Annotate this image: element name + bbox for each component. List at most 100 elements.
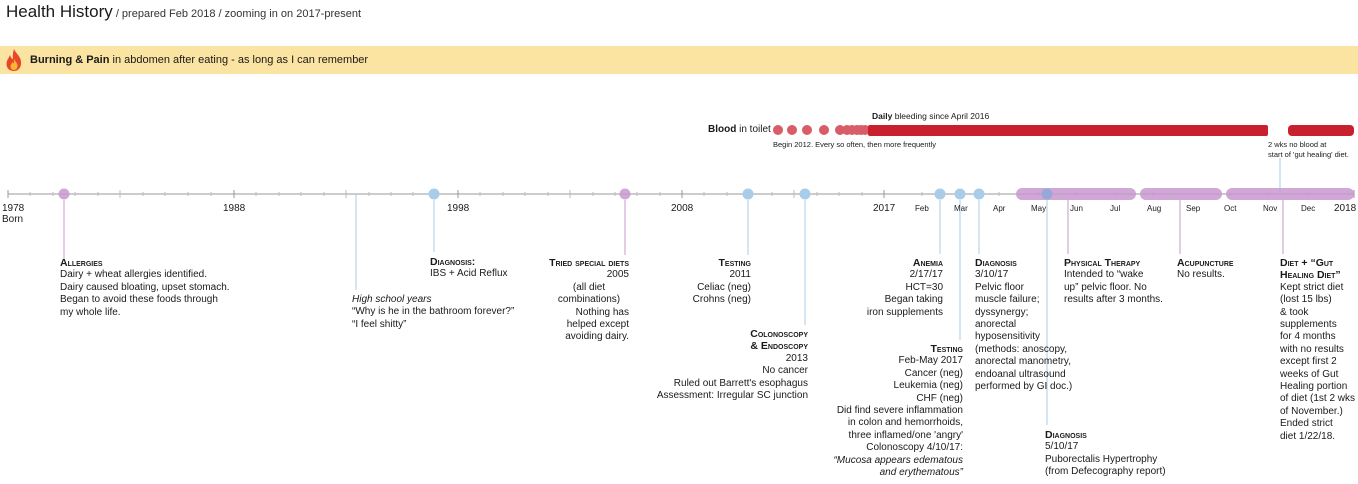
event-dots [58, 188, 1053, 200]
event-heading: Diagnosis [1045, 429, 1087, 441]
gap-note-2: start of 'gut healing' diet. [1268, 150, 1349, 159]
year-label: 2017 [873, 203, 896, 214]
event-line: HCT=30 [905, 281, 943, 293]
event-heading: Healing Diet” [1280, 269, 1341, 282]
event-heading: Diagnosis [975, 257, 1017, 269]
event-heading: High school years [352, 294, 432, 305]
allergies-dot [58, 188, 70, 200]
blood-label: Blood in toilet [708, 124, 771, 136]
event-heading: & Endoscopy [750, 340, 808, 353]
event-line: Intended to “wake [1064, 269, 1144, 281]
event-heading: Diagnosis: [430, 256, 476, 268]
banner-bold: Burning & Pain [30, 54, 110, 66]
event-heading: Anemia [912, 257, 943, 269]
event-line: for 4 months [1280, 331, 1336, 343]
blood-dot [787, 125, 797, 135]
testing2017-dot [954, 188, 966, 200]
diag1998-dot [428, 188, 440, 200]
year-label: 2018 [1334, 203, 1357, 214]
blood-text: in toilet [736, 124, 771, 135]
fire-icon [6, 49, 22, 71]
blood-dot [835, 125, 845, 135]
event-line: weeks of Gut [1280, 368, 1339, 380]
year-sub: Born [2, 214, 24, 225]
event-heading: Allergies [60, 257, 103, 269]
event-physical-therapy: Physical Therapy Intended to “wake up” p… [1064, 257, 1163, 307]
acupuncture-duration-bar [1140, 188, 1222, 200]
gap-note: 2 wks no blood at start of 'gut healing'… [1268, 140, 1349, 160]
month-label: Apr [993, 204, 1006, 213]
event-line: 2013 [785, 352, 808, 364]
event-line: my whole life. [60, 306, 121, 318]
event-heading: Colonoscopy [750, 328, 808, 340]
event-colonoscopy-2013: Colonoscopy & Endoscopy 2013 No cancer R… [657, 328, 808, 402]
begin-note: Begin 2012. Every so often, then more fr… [773, 140, 937, 149]
event-heading: Physical Therapy [1064, 257, 1141, 269]
connectors [63, 194, 1284, 425]
month-label: Jun [1070, 204, 1083, 213]
event-line: muscle failure; [975, 294, 1040, 306]
event-line: Healing portion [1280, 381, 1348, 393]
event-line: helped except [566, 319, 629, 331]
event-line: 2/17/17 [909, 269, 943, 281]
event-line: “I feel shitty” [352, 318, 407, 330]
daily-bleeding-bar-resume [1288, 125, 1354, 136]
event-line: avoiding dairy. [565, 331, 629, 343]
event-line: of November.) [1280, 405, 1343, 417]
year-label: 1988 [223, 203, 246, 214]
event-line: anorectal [975, 319, 1017, 331]
event-line: IBS + Acid Reflux [430, 268, 508, 280]
colonoscopy-dot [799, 188, 811, 200]
event-line: CHF (neg) [916, 392, 963, 404]
event-line: with no results [1280, 343, 1344, 355]
event-line: (lost 15 lbs) [1280, 294, 1332, 306]
event-line: 5/10/17 [1045, 441, 1079, 453]
header: Health History / prepared Feb 2018 / zoo… [6, 2, 361, 22]
event-heading: Testing [718, 257, 751, 269]
blood-dots [773, 125, 870, 135]
diet-duration-bar [1226, 188, 1354, 200]
event-line: Cancer (neg) [904, 367, 963, 379]
event-line: (methods: anoscopy, [975, 343, 1068, 355]
anemia-dot [934, 188, 946, 200]
event-diagnosis-510: Diagnosis 5/10/17 Puborectalis Hypertrop… [1045, 429, 1166, 479]
event-diagnosis-310: Diagnosis 3/10/17 Pelvic floor muscle fa… [975, 257, 1072, 393]
event-line: combinations) [557, 294, 621, 306]
event-line: Kept strict diet [1280, 281, 1344, 293]
event-line: (from Defecography report) [1045, 466, 1166, 478]
event-line: & took [1280, 306, 1309, 318]
event-line: iron supplements [866, 306, 943, 318]
month-label: Dec [1301, 204, 1316, 213]
blood-bold: Blood [708, 124, 737, 135]
event-heading: Tried special diets [549, 257, 629, 269]
daily-label: Daily bleeding since April 2016 [872, 110, 989, 122]
event-line: hyposensitivity [975, 331, 1041, 343]
testing2011-dot [742, 188, 754, 200]
event-heading: Acupuncture [1177, 257, 1234, 269]
year-label: 1978 Born [2, 203, 24, 225]
event-highschool: High school years “Why is he in the bath… [352, 294, 514, 331]
event-line: Dairy + wheat allergies identified. [60, 269, 208, 281]
diag510-dot [1041, 188, 1053, 200]
event-line: Puborectalis Hypertrophy [1045, 453, 1158, 465]
event-line: Began taking [884, 294, 943, 306]
event-allergies: Allergies Dairy + wheat allergies identi… [60, 257, 230, 319]
event-line: up” pelvic floor. No [1064, 281, 1147, 293]
month-label: Feb [915, 204, 929, 213]
event-line: Pelvic floor [975, 281, 1024, 293]
event-line: except first 2 [1280, 356, 1337, 368]
event-line: Leukemia (neg) [893, 380, 963, 392]
event-line: Nothing has [575, 306, 629, 318]
diets-dot [619, 188, 631, 200]
event-diagnosis-1998: Diagnosis: IBS + Acid Reflux [430, 256, 508, 281]
event-quote: and erythematous” [879, 467, 963, 479]
year-text: 1978 [2, 203, 25, 214]
month-label: Aug [1147, 204, 1162, 213]
blood-dot [802, 125, 812, 135]
month-label: Mar [954, 204, 968, 213]
event-line: Began to avoid these foods through [60, 294, 218, 306]
event-line: 2005 [606, 269, 629, 281]
event-line: anorectal manometry, [975, 356, 1071, 368]
daily-text: bleeding since April 2016 [892, 111, 990, 121]
